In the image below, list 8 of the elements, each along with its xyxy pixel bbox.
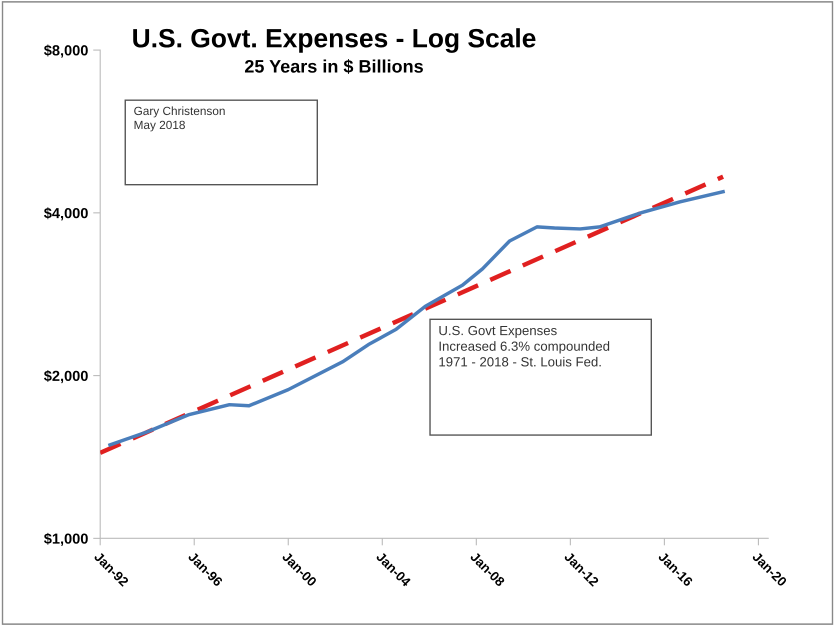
y-tick-label: $8,000 xyxy=(44,44,88,58)
y-tick-label: $2,000 xyxy=(44,370,88,384)
y-tick-label: $4,000 xyxy=(44,207,88,220)
chart-title: U.S. Govt. Expenses - Log Scale xyxy=(133,28,536,53)
chart-subtitle: 25 Years in $ Billions xyxy=(244,59,423,74)
annotation: U.S. Govt Expenses Increased 6.3% compounded 1971 - 2018 - St. Louis Fed. xyxy=(439,326,610,367)
y-tick-label: $1,000 xyxy=(44,532,88,546)
annotation: Gary Christenson May 2018 xyxy=(134,106,225,132)
